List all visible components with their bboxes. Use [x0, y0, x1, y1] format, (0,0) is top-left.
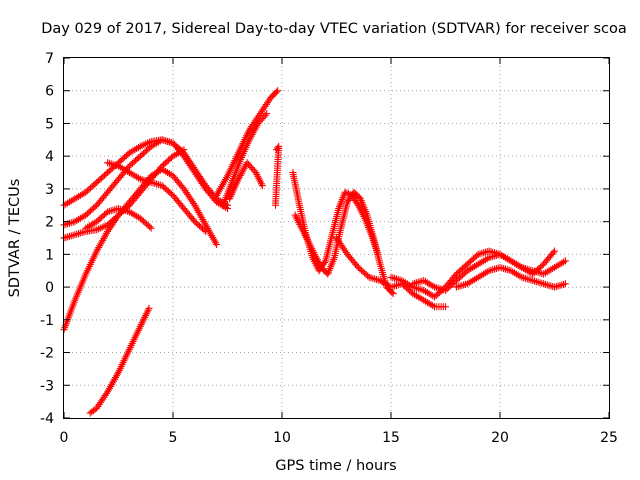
series-peak-arc-a [104, 159, 210, 235]
data-point [272, 88, 280, 96]
data-point [145, 304, 153, 312]
y-tick-label: -3 [40, 378, 54, 394]
data-point [245, 160, 253, 168]
data-point [147, 224, 155, 232]
data-point [250, 167, 258, 175]
y-tick-label: 2 [45, 215, 54, 231]
chart-title: Day 029 of 2017, Sidereal Day-to-day VTE… [41, 21, 627, 37]
data-point [261, 111, 269, 119]
series-steep-rise-1 [213, 87, 282, 199]
y-tick-label: -2 [40, 346, 54, 362]
series-tail-2 [409, 247, 558, 294]
series-isolated [271, 142, 283, 209]
data-point [257, 116, 265, 124]
data-point [247, 164, 255, 172]
data-point [255, 118, 263, 126]
data-point [549, 249, 557, 257]
data-point [551, 247, 558, 255]
data-point [343, 189, 351, 197]
y-tick-label: 7 [45, 51, 54, 67]
data-point [389, 290, 397, 298]
data-point [274, 87, 282, 95]
data-point [451, 272, 459, 280]
data-point [538, 262, 546, 270]
data-point [271, 201, 279, 209]
data-point [341, 188, 349, 196]
y-tick-label: 1 [45, 247, 54, 263]
y-tick-label: 6 [45, 84, 54, 100]
x-tick-label: 20 [491, 430, 509, 446]
data-point [180, 146, 188, 154]
y-tick-label: 0 [45, 280, 54, 296]
data-point [246, 162, 254, 170]
data-point [442, 303, 449, 311]
series-steep-rise-2 [219, 110, 271, 209]
x-tick-label: 5 [169, 430, 178, 446]
data-point [353, 262, 361, 270]
y-tick-label: 5 [45, 116, 54, 132]
data-point [146, 223, 154, 231]
series-steep-rise-3 [226, 159, 266, 203]
data-point [258, 115, 266, 123]
data-point [243, 159, 251, 167]
data-point [200, 226, 208, 234]
data-point [321, 259, 329, 267]
data-point [167, 190, 175, 198]
y-axis-label: SDTVAR / TECUs [7, 179, 23, 298]
x-tick-label: 25 [600, 430, 618, 446]
data-point [254, 119, 262, 127]
series-peak-arc-b [82, 205, 155, 232]
series-arc-rise-1 [60, 136, 231, 213]
y-tick-label: 4 [45, 149, 54, 165]
data-point [388, 288, 396, 296]
data-point [260, 113, 268, 121]
tick-marks [63, 57, 610, 419]
x-tick-labels: 0 5 10 15 20 25 [60, 430, 618, 446]
series-low-climb [86, 304, 153, 417]
data-point [249, 165, 257, 173]
x-axis-label: GPS time / hours [275, 458, 396, 474]
data-point [91, 203, 99, 211]
y-tick-label: -4 [40, 411, 54, 427]
x-tick-label: 10 [273, 430, 291, 446]
data-point [263, 110, 271, 118]
data-point [258, 182, 266, 190]
data-point [189, 216, 197, 224]
series-post-gap-3 [333, 234, 449, 311]
plot-frame [63, 57, 610, 419]
marker-layer [60, 87, 569, 417]
data-point [213, 241, 221, 249]
y-tick-labels: -4 -3 -2 -1 0 1 2 3 4 5 6 7 [40, 51, 54, 427]
series-post-gap-2 [291, 188, 397, 298]
x-tick-label: 15 [382, 430, 400, 446]
x-tick-label: 0 [60, 430, 69, 446]
data-point [561, 257, 569, 265]
data-point [202, 227, 210, 235]
y-tick-label: 3 [45, 182, 54, 198]
data-point [561, 280, 569, 288]
y-tick-label: -1 [40, 313, 54, 329]
series-tail-3 [452, 263, 569, 291]
